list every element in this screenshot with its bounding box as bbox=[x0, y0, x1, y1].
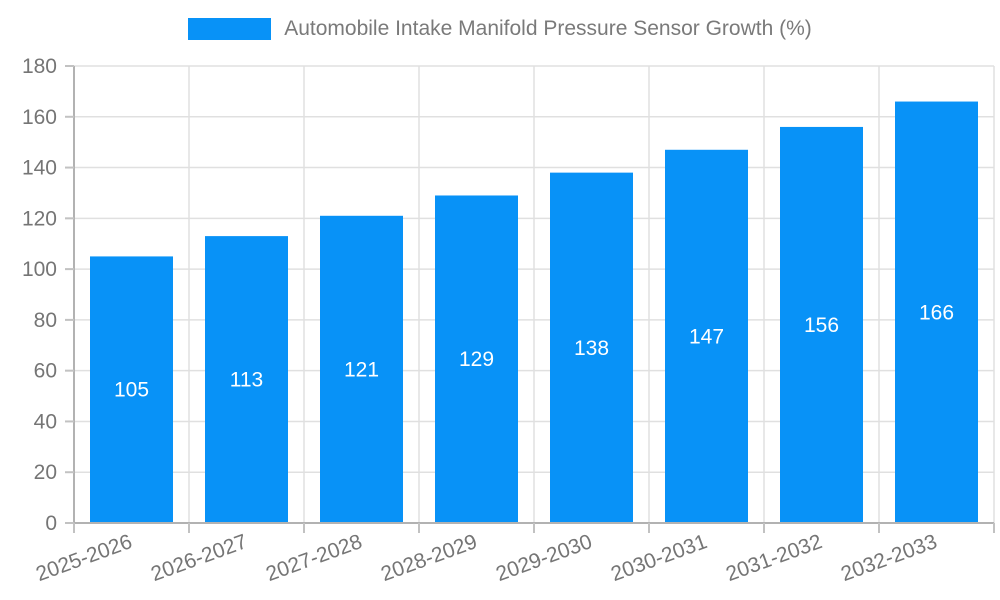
y-tick-label: 100 bbox=[22, 258, 57, 281]
y-tick-label: 20 bbox=[34, 461, 57, 484]
bar-2028-2029[interactable] bbox=[435, 195, 518, 523]
y-tick-label: 40 bbox=[34, 410, 57, 433]
bar-2025-2026[interactable] bbox=[90, 256, 173, 523]
bar-value-label: 138 bbox=[574, 337, 609, 360]
bar-2031-2032[interactable] bbox=[780, 126, 863, 523]
bar-value-label: 156 bbox=[804, 314, 839, 337]
y-tick-label: 180 bbox=[22, 55, 57, 78]
x-tick-label: 2028-2029 bbox=[378, 530, 480, 586]
y-tick-label: 120 bbox=[22, 207, 57, 230]
y-tick-label: 80 bbox=[34, 309, 57, 332]
bar-2026-2027[interactable] bbox=[205, 236, 288, 523]
bar-value-label: 166 bbox=[919, 301, 954, 324]
x-tick-label: 2029-2030 bbox=[493, 530, 595, 586]
bar-2032-2033[interactable] bbox=[895, 101, 978, 524]
x-tick-label: 2025-2026 bbox=[33, 530, 135, 586]
y-tick-label: 140 bbox=[22, 157, 57, 180]
bar-value-label: 105 bbox=[114, 379, 149, 402]
bar-value-label: 147 bbox=[689, 325, 724, 348]
legend-item[interactable]: Automobile Intake Manifold Pressure Sens… bbox=[188, 17, 812, 41]
legend-series-label: Automobile Intake Manifold Pressure Sens… bbox=[284, 17, 812, 40]
y-tick-label: 0 bbox=[45, 512, 57, 535]
bar-2029-2030[interactable] bbox=[550, 172, 633, 523]
y-tick-label: 60 bbox=[34, 360, 57, 383]
bar-2030-2031[interactable] bbox=[665, 149, 748, 524]
bar-value-label: 121 bbox=[344, 358, 379, 381]
bar-value-label: 129 bbox=[459, 348, 494, 371]
x-tick-label: 2026-2027 bbox=[148, 530, 250, 586]
bar-value-label: 113 bbox=[230, 369, 263, 392]
x-tick-label: 2031-2032 bbox=[723, 530, 825, 586]
x-tick-label: 2027-2028 bbox=[263, 530, 365, 586]
x-tick-label: 2032-2033 bbox=[838, 530, 940, 586]
x-tick-label: 2030-2031 bbox=[608, 530, 710, 586]
bar-2027-2028[interactable] bbox=[320, 215, 403, 524]
y-tick-label: 160 bbox=[22, 106, 57, 129]
legend-swatch bbox=[188, 18, 272, 40]
chart-legend: Automobile Intake Manifold Pressure Sens… bbox=[0, 17, 1000, 41]
